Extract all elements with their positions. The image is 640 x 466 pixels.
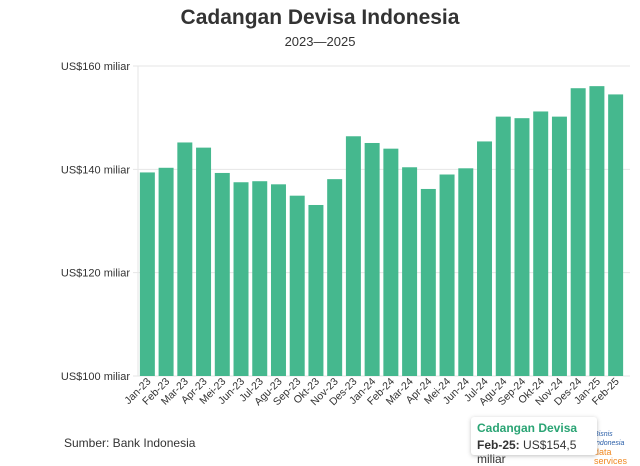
bar	[589, 86, 605, 377]
bar	[308, 204, 324, 376]
bar	[158, 167, 174, 376]
bar	[551, 116, 567, 376]
bar	[383, 148, 399, 376]
bar	[252, 181, 268, 376]
bar	[495, 116, 511, 376]
bar	[570, 88, 586, 376]
y-tick-label: US$160 miliar	[61, 61, 130, 73]
tooltip: Cadangan Devisa Feb-25: US$154,5 miliar	[471, 417, 597, 466]
logo-line3: services	[594, 456, 628, 466]
bar	[196, 147, 212, 376]
bar	[139, 172, 155, 376]
tooltip-series: Cadangan Devisa	[477, 421, 578, 435]
bar	[327, 179, 343, 376]
bar	[289, 195, 305, 376]
y-tick-label: US$100 miliar	[61, 371, 130, 383]
logo-line2: data	[594, 447, 612, 457]
bar	[477, 141, 493, 376]
bar	[364, 142, 380, 376]
bar	[402, 167, 418, 376]
bar	[214, 172, 230, 376]
bar	[439, 174, 455, 376]
bar	[270, 184, 286, 376]
y-tick-label: US$140 miliar	[61, 164, 130, 176]
bar	[533, 111, 549, 376]
logo-line1: Bisnis Indonesia	[594, 431, 625, 447]
bar	[420, 188, 436, 376]
bar	[233, 182, 249, 376]
bar	[345, 136, 361, 376]
bar	[608, 94, 624, 377]
y-tick-label: US$120 miliar	[61, 268, 130, 280]
source-note: Sumber: Bank Indonesia	[64, 436, 196, 450]
tooltip-label: Feb-25:	[477, 438, 520, 452]
bar	[458, 168, 474, 376]
bar	[514, 118, 530, 376]
bar	[177, 142, 193, 376]
chart-subtitle: 2023—2025	[284, 34, 356, 49]
chart-title: Cadangan Devisa Indonesia	[180, 6, 460, 29]
